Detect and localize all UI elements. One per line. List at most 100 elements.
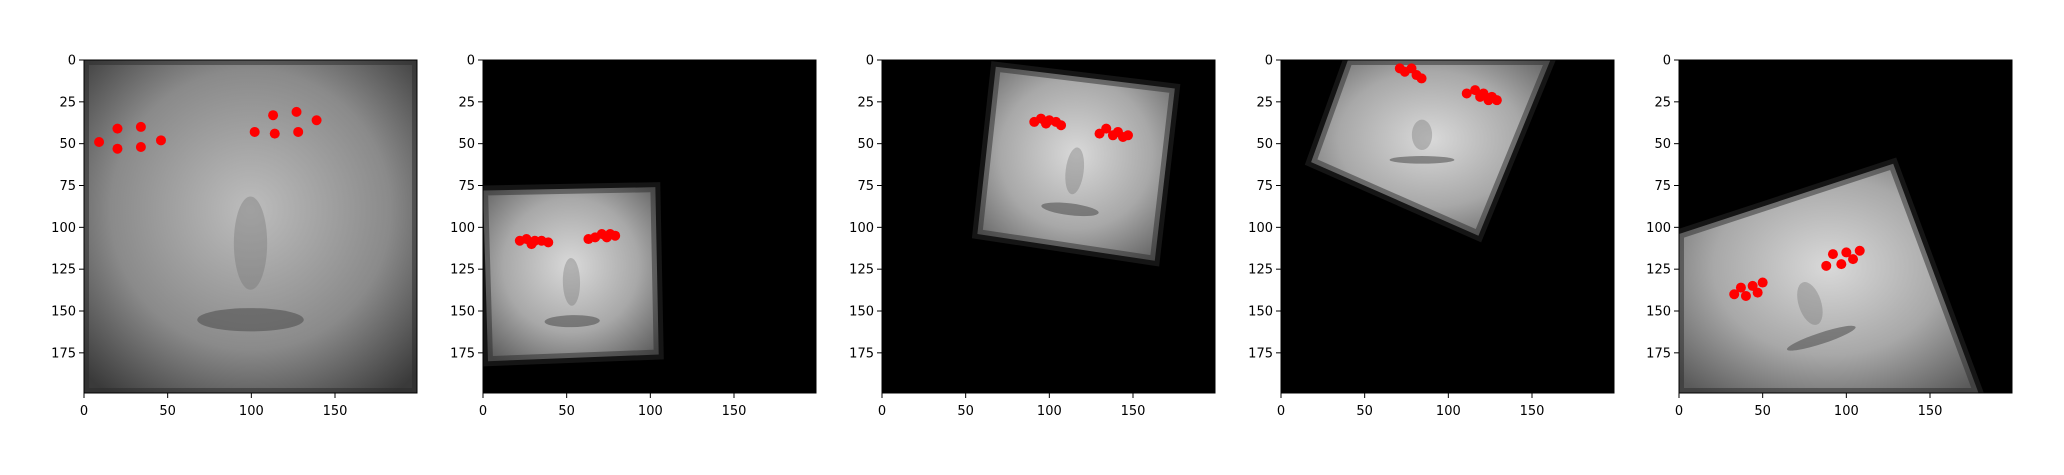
y-tick-label: 75 [857, 179, 874, 194]
landmark-point [291, 106, 302, 117]
landmark-point [269, 128, 280, 139]
face-photo-smiling-woman [1679, 157, 1984, 393]
x-tick-label: 0 [80, 404, 88, 419]
y-tick-label: 50 [59, 137, 76, 152]
landmark-point [1752, 287, 1763, 298]
y-tick-label: 50 [1654, 137, 1671, 152]
nose-shading [1411, 119, 1433, 151]
panel-4: 0 50 100 150 0 25 50 75 100 125 150 175 [1248, 54, 1615, 419]
landmark-point [311, 115, 322, 126]
panel-3: 0 50 100 150 0 25 50 75 100 125 150 175 [849, 54, 1216, 419]
landmark-point [1836, 259, 1847, 270]
landmark-point [1122, 130, 1133, 141]
x-tick-label: 0 [1675, 404, 1683, 419]
landmark-point [1416, 73, 1427, 84]
x-tick-label: 50 [159, 404, 176, 419]
y-tick-label: 175 [1248, 346, 1273, 361]
x-tick-label: 50 [558, 404, 575, 419]
landmark-point [1821, 260, 1832, 271]
y-tick-label: 0 [467, 54, 475, 69]
x-tick-label: 100 [1834, 404, 1859, 419]
landmark-point [249, 126, 260, 137]
y-tick-label: 25 [458, 95, 475, 110]
axes-frame [1280, 59, 1615, 394]
y-tick-label: 75 [1654, 179, 1671, 194]
axes-frame [1678, 59, 2013, 394]
mouth-shading [197, 308, 304, 332]
facial-shading [1389, 119, 1455, 164]
panel-5: 0 50 100 150 0 25 50 75 100 125 150 175 [1646, 54, 2013, 419]
y-tick-label: 125 [51, 263, 76, 278]
landmark-point [293, 126, 304, 137]
face-region [84, 60, 417, 393]
landmark-point [1841, 247, 1852, 258]
x-tick-label: 100 [1037, 404, 1062, 419]
x-tick-label: 50 [1356, 404, 1373, 419]
y-tick-label: 175 [849, 346, 874, 361]
y-tick-label: 175 [450, 346, 475, 361]
landmark-point [543, 237, 554, 248]
y-tick-label: 0 [1663, 54, 1671, 69]
landmark-point [268, 110, 279, 121]
x-tick-label: 50 [957, 404, 974, 419]
y-tick-label: 25 [1256, 95, 1273, 110]
face-photo-close-up [84, 60, 417, 393]
y-tick-label: 25 [59, 95, 76, 110]
face-region [483, 187, 659, 362]
y-tick-label: 150 [1248, 305, 1273, 320]
y-tick-label: 50 [857, 137, 874, 152]
face-edge [971, 61, 1181, 267]
panel-1: 0 50 100 150 0 25 50 75 100 125 150 175 [51, 54, 418, 419]
y-tick-label: 150 [450, 305, 475, 320]
landmark-point [1854, 245, 1865, 256]
axes-frame [83, 59, 418, 394]
x-tick-label: 150 [722, 404, 747, 419]
landmark-point [112, 123, 123, 134]
face-photo-tilted-woman [1304, 60, 1556, 243]
face-photo-young-woman [971, 61, 1181, 267]
y-tick-label: 75 [458, 179, 475, 194]
y-tick-label: 125 [1646, 263, 1671, 278]
y-tick-label: 100 [849, 221, 874, 236]
face-region [1679, 163, 1979, 393]
nose-shading [1797, 282, 1823, 325]
y-tick-label: 175 [1646, 346, 1671, 361]
y-tick-label: 150 [1646, 305, 1671, 320]
y-tick-label: 100 [1646, 221, 1671, 236]
y-tick-label: 25 [857, 95, 874, 110]
y-tick-label: 150 [849, 305, 874, 320]
facial-shading [197, 196, 304, 332]
landmark-point [1101, 123, 1112, 134]
y-tick-label: 125 [1248, 263, 1273, 278]
nose-shading [1065, 147, 1085, 195]
y-tick-label: 100 [450, 221, 475, 236]
y-tick-label: 25 [1654, 95, 1671, 110]
y-tick-label: 75 [1256, 179, 1273, 194]
facial-shading [1786, 282, 1856, 351]
mouth-shading [544, 315, 600, 328]
mouth-shading [1041, 202, 1099, 217]
y-tick-label: 125 [849, 263, 874, 278]
panels-root: 0 50 100 150 0 25 50 75 100 125 150 175 0 50 100 150 0 25… [51, 54, 2013, 419]
nose-shading [562, 257, 581, 306]
landmark-point [1848, 254, 1859, 265]
landmark-point [1757, 277, 1768, 288]
face-edge [1679, 157, 1984, 393]
y-tick-label: 50 [1256, 137, 1273, 152]
face-edge [483, 182, 664, 367]
y-tick-label: 50 [458, 137, 475, 152]
landmark-point [1491, 95, 1502, 106]
landmark-point [155, 135, 166, 146]
landmark-point [1056, 120, 1067, 131]
landmark-point [1740, 290, 1751, 301]
x-tick-label: 150 [1121, 404, 1146, 419]
panel-2: 0 50 100 150 0 25 50 75 100 125 150 175 [450, 54, 817, 419]
y-tick-label: 150 [51, 305, 76, 320]
x-tick-label: 100 [1436, 404, 1461, 419]
x-tick-label: 100 [239, 404, 264, 419]
y-tick-label: 0 [866, 54, 874, 69]
x-tick-label: 150 [1918, 404, 1943, 419]
y-tick-label: 125 [450, 263, 475, 278]
x-tick-label: 150 [323, 404, 348, 419]
